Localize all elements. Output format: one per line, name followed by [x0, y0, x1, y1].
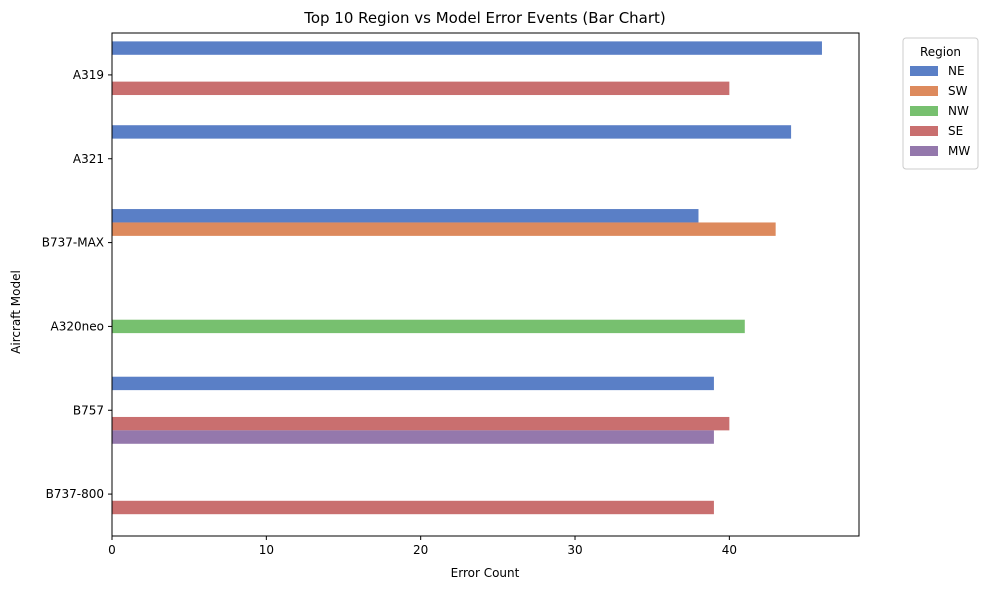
x-tick-label: 40 [722, 543, 737, 557]
y-tick-label: A319 [73, 68, 104, 82]
legend-label-MW: MW [948, 144, 970, 158]
plot-area-frame [111, 32, 860, 537]
legend-label-SE: SE [948, 124, 963, 138]
x-axis-label: Error Count [451, 566, 520, 580]
x-tick-label: 10 [259, 543, 274, 557]
bar-A319-NE [112, 41, 822, 55]
y-tick-label: A321 [73, 152, 104, 166]
bar-A321-NE [112, 125, 792, 139]
y-tick-label: B737-800 [46, 487, 104, 501]
x-tick-label: 20 [413, 543, 428, 557]
bar-A319-SE [112, 81, 730, 96]
bar-B757-SE [112, 416, 730, 431]
legend-title: Region [920, 45, 961, 59]
bar-B737-MAX-NE [112, 209, 699, 223]
legend-label-SW: SW [948, 84, 968, 98]
legend-swatch-SW [910, 86, 938, 96]
legend-label-NE: NE [948, 64, 965, 78]
y-tick-label: B757 [73, 403, 104, 417]
x-tick-label: 0 [108, 543, 116, 557]
legend: Region NE SW NW SE MW [902, 37, 979, 170]
bar-B737-MAX-SW [112, 222, 776, 236]
bars-layer [112, 41, 822, 515]
y-axis-ticks: A319 A321 B737-MAX A320neo B757 B737-800 [42, 68, 112, 501]
legend-label-NW: NW [948, 104, 969, 118]
x-tick-label: 30 [567, 543, 582, 557]
y-tick-label: A320neo [51, 319, 104, 333]
y-tick-label: B737-MAX [42, 236, 104, 250]
bar-B737-800-SE [112, 500, 714, 515]
legend-swatch-SE [910, 126, 938, 136]
x-axis-ticks: 0 10 20 30 40 [108, 536, 737, 557]
y-axis-label: Aircraft Model [9, 270, 23, 354]
chart-title: Top 10 Region vs Model Error Events (Bar… [303, 9, 666, 27]
legend-swatch-MW [910, 146, 938, 156]
legend-items: NE SW NW SE MW [910, 64, 970, 158]
bar-A320neo-NW [112, 319, 745, 334]
bar-B757-MW [112, 430, 714, 444]
legend-swatch-NW [910, 106, 938, 116]
legend-swatch-NE [910, 66, 938, 76]
bar-B757-NE [112, 376, 714, 391]
